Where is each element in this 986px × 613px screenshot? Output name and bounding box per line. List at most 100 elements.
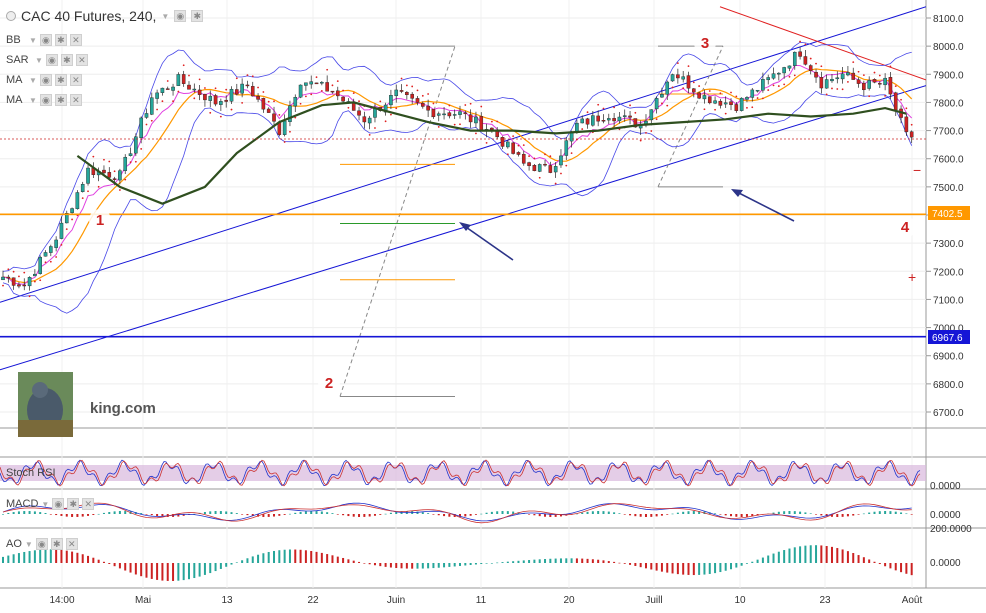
gear-icon[interactable]: ✱ [54,74,67,86]
x-tick-label: 14:00 [49,595,74,606]
candle-body [707,96,712,104]
close-icon[interactable]: ✕ [69,74,82,86]
indicator-row-sar[interactable]: SAR ▼ ◉ ✱ ✕ [6,52,88,68]
eye-icon[interactable]: ◉ [39,74,52,86]
ao-bar [735,563,738,568]
macd-hist-bar [533,514,536,516]
minus-marker[interactable]: − [913,162,921,178]
ao-bar [740,563,743,566]
ao-bar [857,555,860,563]
y-tick-label: 7600.0 [933,155,964,166]
candle-body [734,104,739,111]
ao-bar [565,558,568,563]
gear-icon[interactable]: ✱ [60,54,73,66]
ao-bar [166,563,169,581]
close-icon[interactable]: ✕ [65,538,78,550]
gear-icon[interactable]: ✱ [67,498,80,510]
macd-hist-bar [87,514,90,516]
sar-dot [209,111,212,114]
eye-icon[interactable]: ◉ [39,94,52,106]
sar-dot [310,93,313,96]
chevron-down-icon[interactable]: ▼ [41,499,50,509]
stoch-rsi-label[interactable]: Stoch RSI [6,467,56,479]
ao-header[interactable]: AO ▼ ◉ ✱ ✕ [6,536,78,552]
time-axis[interactable]: 14:00 Mai 13 22 Juin 11 20 Juill 10 23 Août [49,595,922,606]
ao-bar [639,563,642,568]
macd-hist-bar [17,511,20,514]
candle-body [665,81,670,95]
gear-icon[interactable]: ✱ [191,10,204,22]
indicator-row-ma-2[interactable]: MA ▼ ◉ ✱ ✕ [6,92,82,108]
indicator-label[interactable]: MA [6,94,23,106]
ao-bar [161,563,164,581]
ao-bar [809,545,812,563]
indicator-row-ma[interactable]: MA ▼ ◉ ✱ ✕ [6,72,82,88]
sar-dot [421,94,424,97]
macd-label[interactable]: MACD [6,498,39,510]
chevron-down-icon[interactable]: ▼ [161,11,170,21]
indicator-label[interactable]: SAR [6,54,29,66]
chevron-down-icon[interactable]: ▼ [29,95,37,105]
sar-dot [809,57,812,60]
macd-hist-bar [884,511,887,514]
ao-bar [900,563,903,573]
ao-bar [304,550,307,563]
chevron-down-icon[interactable]: ▼ [29,35,37,45]
sar-dot [342,89,344,92]
candle-body [468,114,473,123]
macd-hist-bar [666,514,669,515]
sar-dot [825,93,828,96]
sar-dot [150,119,153,122]
macd-hist-bar [655,514,658,517]
gear-icon[interactable]: ✱ [54,94,67,106]
gear-icon[interactable]: ✱ [50,538,63,550]
chevron-down-icon[interactable]: ▼ [24,539,33,549]
macd-hist-bar [878,511,881,514]
ao-bar [251,556,254,563]
ao-bar [421,563,424,569]
ao-label[interactable]: AO [6,538,22,550]
candle-body [107,172,112,178]
stoch-rsi-header[interactable]: Stoch RSI [6,465,56,481]
candle-body [904,116,909,133]
eye-icon[interactable]: ◉ [45,54,58,66]
ao-bar [745,563,748,564]
eye-icon[interactable]: ◉ [35,538,48,550]
macd-hist-bar [437,514,440,516]
price-axis[interactable]: 8100.0 8000.0 7900.0 7800.0 7700.0 7600.0 7500… [926,14,964,419]
macd-hist-bar [140,513,143,514]
candle-body [298,84,303,98]
fib-diagonal-2 [657,45,724,188]
candle-body [856,79,861,84]
gear-icon[interactable]: ✱ [54,34,67,46]
eye-icon[interactable]: ◉ [52,498,65,510]
ao-bar [12,554,15,563]
close-icon[interactable]: ✕ [82,498,95,510]
candle-body [633,118,638,128]
indicator-row-bb[interactable]: BB ▼ ◉ ✱ ✕ [6,32,82,48]
indicator-label[interactable]: MA [6,74,23,86]
ao-bar [570,558,573,563]
eye-icon[interactable]: ◉ [39,34,52,46]
chart-title[interactable]: CAC 40 Futures, 240, [21,8,157,24]
chevron-down-icon[interactable]: ▼ [29,75,37,85]
plus-marker[interactable]: + [908,269,916,285]
macd-header[interactable]: MACD ▼ ◉ ✱ ✕ [6,496,95,512]
eye-icon[interactable]: ◉ [174,10,187,22]
ao-bar [288,549,291,563]
ao-bar [884,563,887,567]
chevron-down-icon[interactable]: ▼ [35,55,43,65]
close-icon[interactable]: ✕ [75,54,88,66]
ao-bar [336,556,339,563]
macd-hist-bar [278,514,281,516]
close-icon[interactable]: ✕ [69,94,82,106]
x-tick-label: 13 [221,595,233,606]
main-panel-gap [0,429,926,457]
macd-hist-bar [846,514,849,517]
sar-dot [124,178,127,181]
ao-bar [815,545,818,563]
close-icon[interactable]: ✕ [69,34,82,46]
ao-bar [427,563,430,569]
indicator-label[interactable]: BB [6,34,21,46]
